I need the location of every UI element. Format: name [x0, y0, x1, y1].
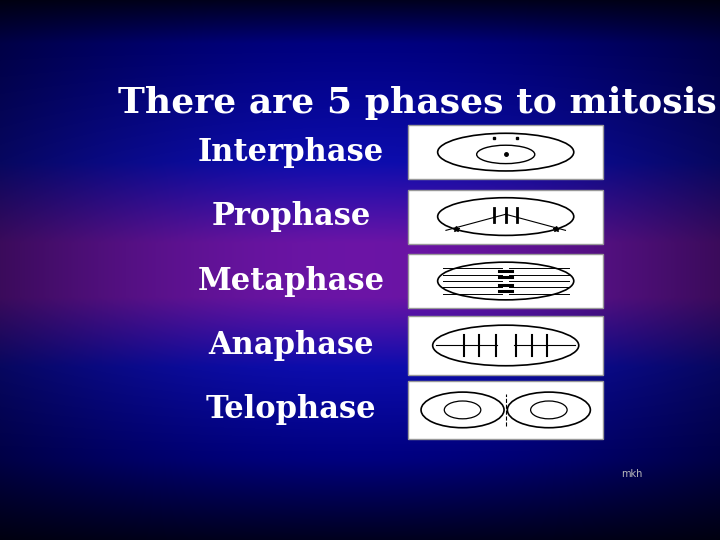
- Text: Prophase: Prophase: [211, 201, 371, 232]
- Text: Metaphase: Metaphase: [197, 266, 384, 296]
- FancyBboxPatch shape: [408, 381, 603, 439]
- Text: Anaphase: Anaphase: [208, 330, 374, 361]
- FancyBboxPatch shape: [408, 254, 603, 308]
- FancyBboxPatch shape: [408, 316, 603, 375]
- Text: Interphase: Interphase: [198, 137, 384, 167]
- FancyBboxPatch shape: [408, 125, 603, 179]
- Text: There are 5 phases to mitosis:: There are 5 phases to mitosis:: [118, 85, 720, 119]
- FancyBboxPatch shape: [408, 190, 603, 244]
- Text: Telophase: Telophase: [206, 394, 376, 426]
- Text: mkh: mkh: [621, 469, 642, 478]
